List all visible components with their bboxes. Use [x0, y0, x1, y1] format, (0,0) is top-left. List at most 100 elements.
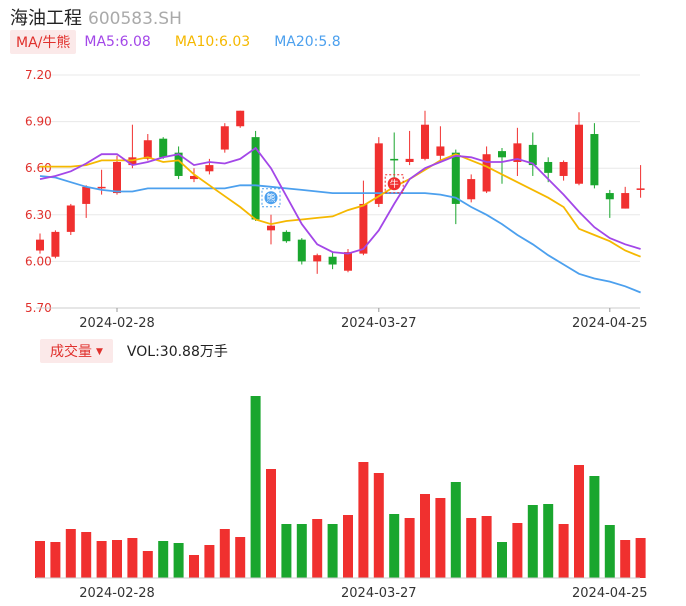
candle-body: [405, 158, 414, 162]
bull-marker[interactable]: 牛: [384, 174, 404, 194]
volume-bar: [450, 482, 461, 578]
volume-bar: [112, 540, 122, 578]
candle-body: [451, 152, 460, 204]
volume-bar: [142, 551, 153, 578]
volume-bar: [558, 524, 569, 578]
bear-marker-frame: [261, 188, 281, 208]
volume-bar: [81, 532, 92, 578]
candle-body: [344, 252, 352, 271]
volume-bar: [158, 541, 169, 578]
candle-body: [66, 205, 75, 232]
candle-body: [251, 137, 260, 220]
price-x-tick: 2024-02-28: [79, 316, 155, 330]
ma10-line: [40, 153, 641, 258]
volume-x-tick: 2024-04-25: [572, 586, 648, 601]
volume-value: VOL:30.88万手: [126, 344, 228, 360]
volume-bar: [127, 538, 138, 578]
volume-bar: [481, 516, 492, 578]
price-y-tick: 6.90: [25, 115, 52, 129]
volume-bar: [281, 524, 292, 578]
candle-body: [528, 144, 537, 166]
volume-bar: [543, 504, 554, 578]
stock-code: 600583.SH: [88, 9, 182, 29]
ma10-label: MA10:6.03: [174, 34, 251, 50]
volume-bar: [620, 540, 631, 578]
volume-indicator-label: 成交量: [50, 344, 92, 360]
ma5-label: MA5:6.08: [84, 34, 151, 50]
volume-bar: [189, 555, 199, 578]
volume-bar: [312, 519, 323, 578]
volume-bar: [219, 529, 230, 578]
candle-body: [143, 140, 152, 159]
candle-body: [575, 124, 583, 184]
bear-marker-label: 熊: [266, 192, 275, 204]
volume-bar: [65, 529, 76, 578]
candle-body: [467, 179, 476, 200]
candle-body: [605, 193, 614, 200]
volume-bar: [50, 542, 61, 578]
price-x-tick: 2024-03-27: [341, 316, 417, 330]
candle-body: [236, 110, 245, 127]
candle-body: [82, 186, 91, 204]
volume-x-tick: 2024-03-27: [341, 586, 417, 601]
bull-marker-frame: [384, 174, 404, 194]
price-y-tick: 7.20: [25, 68, 52, 82]
candle-body: [636, 188, 645, 190]
candle-body: [220, 126, 229, 150]
candle-body: [51, 231, 60, 257]
volume-bar: [343, 515, 353, 578]
candle-body: [513, 143, 522, 162]
volume-bar: [96, 541, 107, 578]
volume-bar: [512, 523, 523, 578]
candle-body: [498, 151, 506, 158]
candle-body: [590, 134, 599, 186]
candle-body: [359, 203, 368, 254]
bear-marker[interactable]: 熊: [261, 188, 281, 208]
volume-x-tick: 2024-02-28: [79, 586, 155, 601]
candle-body: [328, 256, 337, 265]
volume-bar: [204, 545, 215, 578]
volume-bar: [173, 543, 184, 578]
volume-bar: [389, 514, 400, 578]
volume-bar: [358, 462, 369, 578]
volume-indicator-dropdown[interactable]: 成交量 ▼: [40, 339, 113, 363]
bull-marker-dot: [387, 177, 401, 191]
volume-bar: [466, 518, 477, 578]
price-x-tick: 2024-04-25: [572, 316, 648, 330]
candle-body: [205, 165, 214, 172]
candle-body: [313, 255, 322, 262]
bull-marker-label: 牛: [390, 178, 399, 190]
candle-body: [159, 138, 168, 158]
ma5-line: [39, 146, 641, 255]
volume-bar: [266, 469, 276, 578]
candle-body: [621, 193, 630, 209]
candle-body: [544, 161, 553, 173]
candle-body: [97, 186, 106, 189]
candle-body: [113, 161, 121, 194]
ma-bull-bear-toggle[interactable]: MA/牛熊: [10, 30, 77, 54]
volume-bar: [373, 473, 384, 578]
candle-body: [190, 175, 198, 180]
volume-bar: [574, 465, 584, 578]
volume-bar: [604, 525, 615, 578]
volume-bar: [589, 476, 600, 578]
stock-title: 海油工程 600583.SH: [10, 4, 182, 30]
volume-bar: [250, 396, 261, 578]
volume-bar: [527, 505, 538, 578]
volume-bar: [235, 537, 246, 578]
volume-bar: [327, 524, 338, 578]
candle-body: [421, 124, 429, 159]
candle-body: [436, 146, 445, 156]
volume-bar: [435, 498, 446, 578]
ma20-line: [39, 175, 641, 294]
volume-bar: [497, 542, 507, 578]
bear-marker-dot: [264, 191, 278, 205]
candle-body: [36, 239, 44, 251]
price-y-tick: 6.00: [25, 254, 52, 268]
candle-body: [390, 158, 399, 161]
volume-legend: 成交量 ▼ VOL:30.88万手: [40, 339, 228, 363]
candle-body: [482, 154, 491, 192]
price-y-tick: 6.30: [25, 208, 52, 222]
